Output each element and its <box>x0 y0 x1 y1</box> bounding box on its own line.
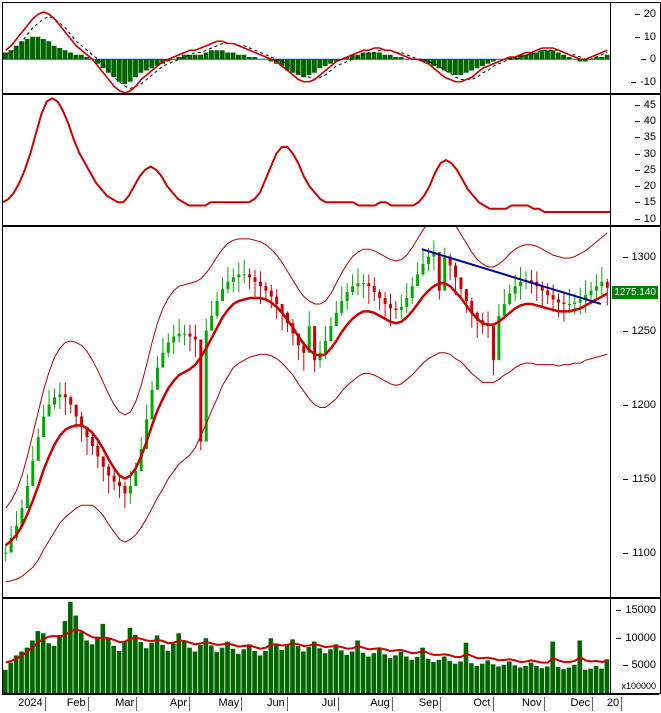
time-axis: 2024 Feb Mar Apr May Jun Jul Aug Sep Oct Nov Dec 20 <box>2 694 659 713</box>
ytick: 1100 <box>632 547 656 559</box>
ytick: 10000 <box>625 632 656 644</box>
xlabel: Jun <box>267 697 288 711</box>
xlabel: Nov <box>522 697 545 711</box>
ytick: 1300 <box>632 251 656 263</box>
macd-yaxis: 20 10 0 -10 <box>610 3 660 93</box>
ytick: 0 <box>650 53 656 65</box>
xlabel: Dec <box>571 697 594 711</box>
xlabel: 2024 <box>18 697 45 711</box>
xlabel: Aug <box>370 697 393 711</box>
ytick: 30 <box>644 148 656 160</box>
adx-panel: 45 40 35 30 25 20 15 10 <box>2 94 661 226</box>
macd-panel: 20 10 0 -10 <box>2 2 661 94</box>
ytick: 5000 <box>632 659 656 671</box>
adx-yaxis: 45 40 35 30 25 20 15 10 <box>610 95 660 225</box>
xlabel: Oct <box>473 697 493 711</box>
ytick: 1200 <box>632 399 656 411</box>
ytick: 20 <box>644 180 656 192</box>
ytick: 45 <box>644 99 656 111</box>
ytick: 15 <box>644 196 656 208</box>
volume-unit-label: x100000 <box>621 681 656 691</box>
chart-container: 20100-1045403530252015101300127512501200… <box>0 0 661 713</box>
price-panel: 1300127512501200115011001275.140 <box>2 226 661 598</box>
ytick: 15000 <box>625 604 656 616</box>
xlabel: Mar <box>115 697 137 711</box>
xlabel: Feb <box>67 697 89 711</box>
price-yaxis: 1300127512501200115011001275.140 <box>610 227 660 597</box>
xlabel: 20 <box>607 697 622 711</box>
ytick: 10 <box>644 31 656 43</box>
ytick: 20 <box>644 8 656 20</box>
price-plot <box>3 227 610 597</box>
macd-plot <box>3 3 610 93</box>
adx-plot <box>3 95 610 225</box>
ytick: 10 <box>644 213 656 225</box>
volume-panel: 15000 10000 5000 x100000 <box>2 598 661 694</box>
ytick: 40 <box>644 115 656 127</box>
ytick: -10 <box>640 76 656 88</box>
ytick: 1150 <box>632 473 656 485</box>
xlabel: Jul <box>322 697 339 711</box>
xlabel: Sep <box>419 697 442 711</box>
ytick: 35 <box>644 131 656 143</box>
xlabel: May <box>218 697 242 711</box>
current-price-label: 1275.140 <box>612 286 658 299</box>
volume-plot <box>3 599 610 693</box>
ytick: 25 <box>644 164 656 176</box>
volume-yaxis: 15000 10000 5000 x100000 <box>610 599 660 693</box>
xlabel: Apr <box>170 697 190 711</box>
ytick: 1250 <box>632 325 656 337</box>
